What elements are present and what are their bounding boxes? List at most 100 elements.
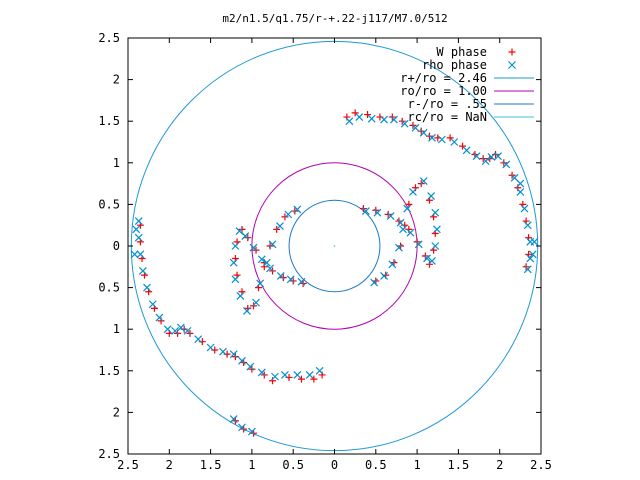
data-point xyxy=(388,260,397,269)
y-tick-label: 0.5 xyxy=(98,197,120,211)
data-point xyxy=(419,177,428,186)
data-point xyxy=(257,255,266,264)
data-point xyxy=(276,222,284,230)
data-point xyxy=(293,205,302,214)
data-point xyxy=(516,179,525,188)
data-point xyxy=(403,204,412,213)
chart-title: m2/n1.5/q1.75/r-+.22-j117/M7.0/512 xyxy=(222,12,447,25)
data-point xyxy=(138,267,147,275)
data-point xyxy=(364,111,372,119)
data-point xyxy=(450,138,459,146)
data-point xyxy=(516,187,525,196)
data-point xyxy=(419,128,428,137)
data-point xyxy=(252,298,260,307)
data-point xyxy=(257,368,266,377)
data-point xyxy=(462,146,471,155)
data-point xyxy=(487,153,496,161)
data-point xyxy=(219,347,227,356)
data-point xyxy=(406,228,415,237)
data-point xyxy=(431,242,440,250)
data-point xyxy=(428,257,436,265)
y-tick-label: 2 xyxy=(113,405,120,419)
data-point xyxy=(266,264,274,273)
data-point xyxy=(132,225,141,234)
data-point xyxy=(373,208,382,217)
data-point xyxy=(427,192,436,201)
x-tick-label: 1.5 xyxy=(200,458,222,472)
data-point xyxy=(247,427,256,436)
legend-cross-sample xyxy=(508,61,516,69)
data-point xyxy=(194,335,203,344)
data-point xyxy=(250,302,258,310)
data-point xyxy=(286,275,295,284)
legend-label: r-/ro = .55 xyxy=(408,97,487,111)
data-point xyxy=(351,109,359,117)
data-point xyxy=(229,415,238,423)
data-point xyxy=(297,277,306,286)
data-point xyxy=(155,313,164,322)
y-tick-label: 0 xyxy=(113,239,120,253)
data-point xyxy=(148,300,157,309)
legend-label: rho phase xyxy=(422,58,487,72)
data-point xyxy=(400,119,409,128)
data-point xyxy=(520,204,529,213)
data-point xyxy=(437,135,446,144)
y-tick-label: 1 xyxy=(113,322,120,336)
data-point xyxy=(238,356,246,365)
data-point xyxy=(231,275,240,284)
data-point xyxy=(386,212,395,220)
data-point xyxy=(315,366,324,375)
data-point xyxy=(235,227,244,235)
data-point xyxy=(370,278,379,287)
data-point xyxy=(380,272,388,280)
x-tick-label: 0 xyxy=(331,458,338,472)
data-point xyxy=(528,250,537,259)
x-tick-label: 1 xyxy=(248,458,255,472)
data-point xyxy=(206,343,215,352)
data-point xyxy=(494,152,502,161)
data-point xyxy=(390,115,398,124)
data-point xyxy=(281,371,289,379)
data-point xyxy=(256,279,265,288)
y-tick-label: 1 xyxy=(113,156,120,170)
data-point xyxy=(143,283,151,292)
data-point xyxy=(425,260,433,268)
data-point xyxy=(305,371,314,379)
legend-label: ro/ro = 1.00 xyxy=(400,84,487,98)
data-point xyxy=(136,250,145,259)
y-tick-label: 2.5 xyxy=(98,31,120,45)
data-point xyxy=(481,157,490,166)
data-point xyxy=(297,375,305,383)
data-point xyxy=(229,258,238,267)
data-point xyxy=(231,242,240,250)
data-point xyxy=(130,250,139,259)
legend-plus-sample xyxy=(508,48,516,56)
x-tick-label: 2.5 xyxy=(117,458,139,472)
data-point xyxy=(530,237,539,246)
data-point xyxy=(446,134,454,142)
data-point xyxy=(361,207,370,215)
data-point xyxy=(411,123,420,132)
data-point xyxy=(431,208,440,217)
data-point xyxy=(395,243,403,252)
data-point xyxy=(246,362,255,371)
data-point xyxy=(262,258,271,267)
y-tick-label: 2.5 xyxy=(98,447,120,461)
data-point xyxy=(526,254,535,263)
data-point xyxy=(243,306,251,315)
legend-label: r+/ro = 2.46 xyxy=(400,71,487,85)
data-point xyxy=(523,265,532,274)
data-point xyxy=(171,326,180,335)
data-point xyxy=(472,152,481,161)
data-point xyxy=(414,240,423,249)
legend-label: W phase xyxy=(436,45,487,59)
data-point xyxy=(396,218,405,227)
data-point xyxy=(310,375,318,383)
x-tick-label: 0.5 xyxy=(282,458,304,472)
y-tick-label: 1.5 xyxy=(98,364,120,378)
x-tick-label: 0.5 xyxy=(365,458,387,472)
data-point xyxy=(367,114,376,123)
y-tick-label: 2 xyxy=(113,73,120,87)
data-point xyxy=(229,350,238,359)
